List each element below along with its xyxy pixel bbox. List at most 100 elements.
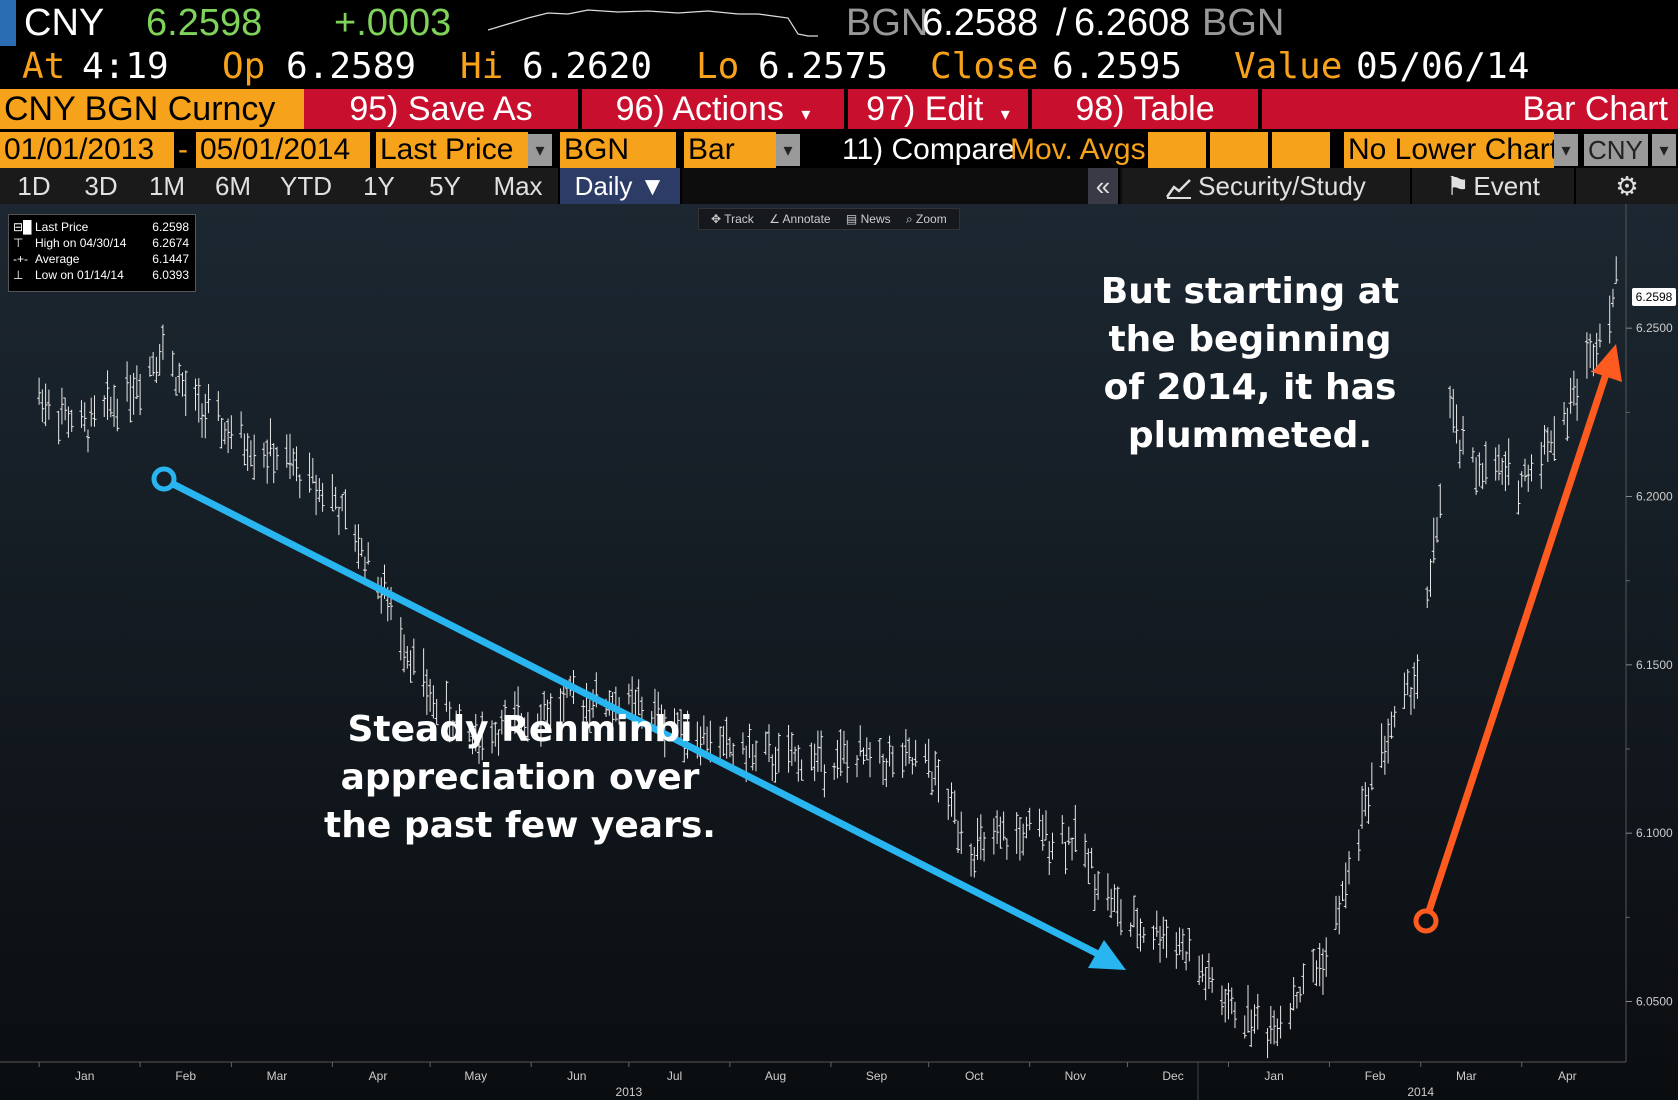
settings-gear-icon[interactable]: ⚙ [1576, 168, 1678, 204]
save-as-button[interactable]: 95) Save As [304, 89, 578, 129]
trend-arrow-start-circle [151, 466, 177, 492]
annotation-left-line-2: appreciation over [340, 757, 700, 798]
year-label: 2014 [1407, 1085, 1434, 1099]
legend-high-label: High on 04/30/14 [35, 236, 127, 250]
legend-low-marker-icon: ⊥ [13, 268, 24, 282]
field-select[interactable]: Last Price [376, 132, 528, 168]
security-marker [0, 0, 16, 46]
tab-1y[interactable]: 1Y [346, 168, 414, 204]
tab-1m[interactable]: 1M [134, 168, 202, 204]
price-chart: 6.0500 6.1000 6.1500 6.2000 6.2500 Jan Feb Mar… [0, 204, 1673, 1100]
annotation-left-line-3: the past few years. [324, 805, 716, 846]
security-study-label: Security/Study [1198, 171, 1366, 201]
start-date-field[interactable]: 01/01/2013 [0, 132, 174, 168]
at-label: At [22, 46, 66, 87]
study-slot-2[interactable] [1210, 132, 1268, 168]
annotate-icon: ∠ [769, 212, 780, 226]
tab-max[interactable]: Max [478, 168, 560, 204]
field-dropdown-icon[interactable]: ▾ [528, 134, 552, 166]
tab-3d[interactable]: 3D [68, 168, 136, 204]
bid-source: BGN [846, 2, 929, 44]
x-tick-label: Jun [567, 1069, 586, 1083]
downtrend-arrowhead [1088, 940, 1126, 970]
news-button[interactable]: ▤ News [840, 212, 897, 226]
legend-last-swatch: ⊟█ [13, 220, 32, 234]
lower-chart-dropdown-icon[interactable]: ▾ [1554, 134, 1578, 166]
edit-button[interactable]: 97) Edit ▾ [848, 89, 1028, 129]
uptrend-arrowhead [1592, 344, 1622, 382]
legend-high-row: ⊤ High on 04/30/14 6.2674 [13, 235, 189, 251]
actions-button[interactable]: 96) Actions ▾ [582, 89, 844, 129]
x-tick-label: Feb [1365, 1069, 1386, 1083]
news-icon: ▤ [845, 212, 858, 226]
legend-high-marker-icon: ⊤ [13, 236, 24, 250]
ask-source: BGN [1202, 2, 1285, 44]
range-tabs: 1D 3D 1M 6M YTD 1Y 5Y Max Daily ▼ « Secu… [0, 168, 1678, 205]
legend-low-value: 6.0393 [152, 268, 189, 282]
x-tick-label: Nov [1065, 1069, 1086, 1083]
legend-last-row: ⊟█ Last Price 6.2598 [13, 219, 189, 235]
ask-price: 6.2608 [1074, 2, 1191, 44]
end-date-field[interactable]: 05/01/2014 [196, 132, 370, 168]
x-tick-label: Apr [369, 1069, 388, 1083]
collapse-button[interactable]: « [1088, 168, 1120, 204]
annotation-right-line-3: of 2014, it has [1103, 367, 1397, 408]
event-button[interactable]: ⚑ Event [1412, 168, 1576, 204]
tab-5y[interactable]: 5Y [412, 168, 480, 204]
close-label: Close [930, 46, 1039, 87]
actions-label: 96) Actions [615, 90, 784, 128]
chart-plot-area: ✥ Track ∠ Annotate ▤ News ⌕ Zoom ⊟█ Last … [0, 204, 1678, 1100]
security-field[interactable]: CNY BGN Curncy [0, 89, 304, 129]
annotation-right-line-4: plummeted. [1127, 415, 1373, 456]
y-tick-label: 6.0500 [1636, 995, 1673, 1009]
ticker-symbol[interactable]: CNY [24, 2, 105, 44]
x-tick-label: Jan [75, 1069, 94, 1083]
x-tick-label: Mar [1456, 1069, 1477, 1083]
currency-dropdown-icon[interactable]: ▾ [1652, 134, 1676, 166]
last-price: 6.2598 [146, 2, 263, 44]
high-label: Hi [460, 46, 504, 87]
year-label: 2013 [616, 1085, 643, 1099]
x-tick-label: Apr [1558, 1069, 1577, 1083]
study-slot-3[interactable] [1272, 132, 1330, 168]
x-tick-label: Jan [1264, 1069, 1283, 1083]
source-field[interactable]: BGN [560, 132, 676, 168]
tab-6m[interactable]: 6M [200, 168, 268, 204]
table-button[interactable]: 98) Table [1032, 89, 1258, 129]
lower-chart-select[interactable]: No Lower Chart [1344, 132, 1558, 168]
ticker-bar: CNY 6.2598 +.0003 BGN 6.2588 / 6.2608 BG… [0, 0, 1678, 46]
study-slot-1[interactable] [1148, 132, 1206, 168]
edit-caret-icon: ▾ [1000, 104, 1010, 124]
quote-bar: At 4:19 Op 6.2589 Hi 6.2620 Lo 6.2575 Cl… [0, 46, 1678, 88]
annotate-button[interactable]: ∠ Annotate [763, 212, 836, 226]
currency-field[interactable]: CNY [1584, 134, 1648, 166]
chart-mini-toolbar: ✥ Track ∠ Annotate ▤ News ⌕ Zoom [698, 208, 960, 230]
date-range-dash: - [178, 133, 188, 166]
zoom-label: Zoom [916, 212, 947, 226]
style-select[interactable]: Bar [684, 132, 776, 168]
chart-study-icon [1166, 179, 1192, 200]
value-date: 05/06/14 [1356, 46, 1530, 87]
low-value: 6.2575 [758, 46, 889, 87]
actions-caret-icon: ▾ [801, 104, 811, 124]
open-label: Op [222, 46, 266, 87]
tab-ytd[interactable]: YTD [266, 168, 348, 204]
legend-average-row: -+- Average 6.1447 [13, 251, 189, 267]
annotate-label: Annotate [782, 212, 831, 226]
intraday-sparkline [488, 9, 818, 37]
at-time: 4:19 [82, 46, 169, 87]
style-dropdown-icon[interactable]: ▾ [776, 134, 800, 166]
x-tick-label: Feb [175, 1069, 196, 1083]
period-select[interactable]: Daily ▼ [560, 168, 682, 204]
track-button[interactable]: ✥ Track [705, 212, 760, 226]
annotation-right-line-1: But starting at [1100, 271, 1400, 312]
reversal-arrow-start-circle [1413, 908, 1439, 934]
x-tick-label: Aug [765, 1069, 786, 1083]
close-value: 6.2595 [1052, 46, 1183, 87]
y-tick-label: 6.1000 [1636, 826, 1673, 840]
compare-button[interactable]: 11) Compare [842, 133, 1015, 166]
security-study-button[interactable]: Security/Study [1122, 168, 1412, 204]
moving-averages-button[interactable]: Mov. Avgs [1010, 133, 1146, 166]
zoom-button[interactable]: ⌕ Zoom [900, 212, 953, 226]
tab-1d[interactable]: 1D [0, 168, 70, 204]
